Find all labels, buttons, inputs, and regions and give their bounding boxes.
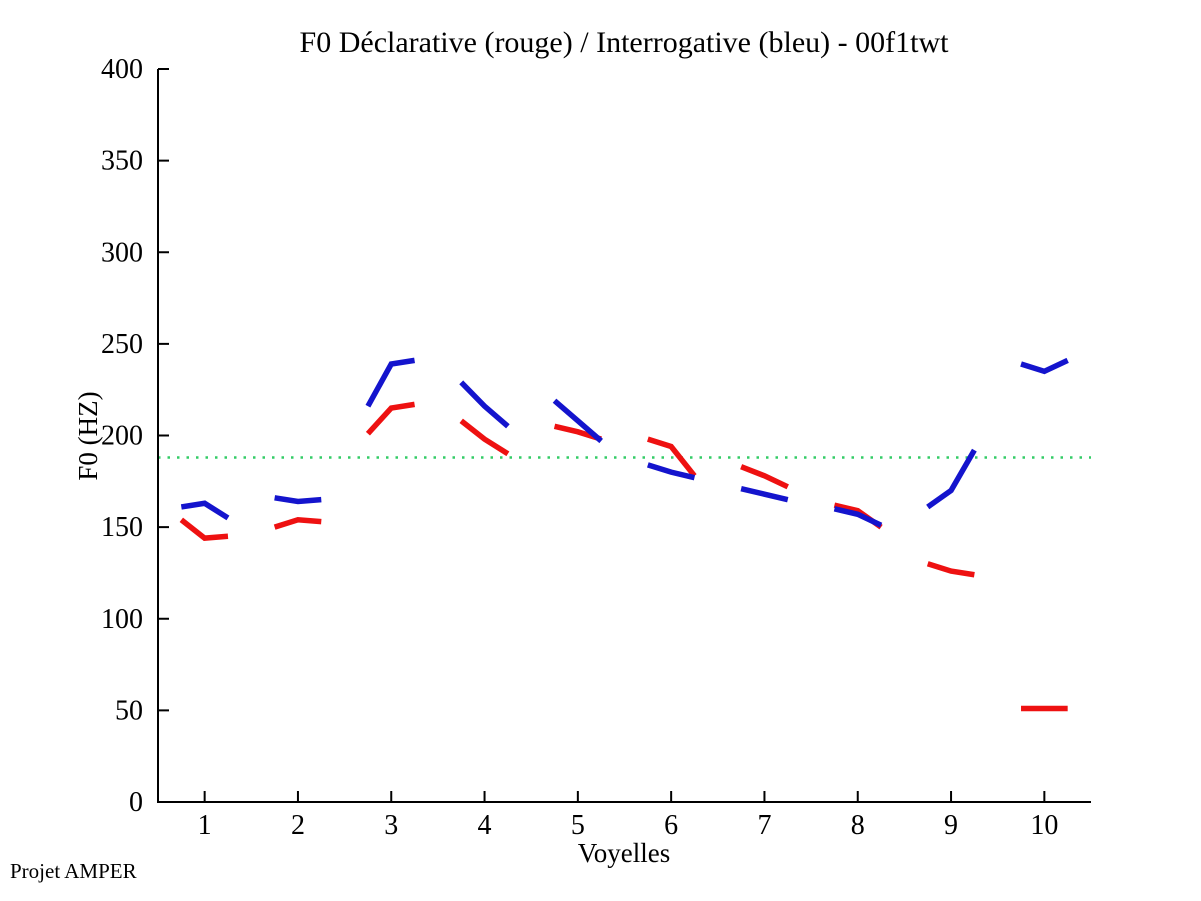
series-interrogative-vowel-6 — [647, 462, 696, 481]
y-tick-label: 0 — [129, 787, 143, 818]
series-declarative-vowel-9 — [926, 561, 975, 578]
series-interrogative-vowel-5 — [552, 398, 603, 444]
series-interrogative-vowel-10 — [1020, 357, 1069, 375]
series-declarative-vowel-3 — [365, 401, 416, 436]
x-tick-label: 6 — [664, 810, 678, 841]
series-interrogative-vowel-4 — [459, 380, 510, 429]
series-interrogative-vowel-2 — [274, 495, 322, 505]
series-declarative-vowel-2 — [273, 517, 322, 530]
series-interrogative-vowel-3 — [365, 357, 416, 408]
x-tick-label: 8 — [851, 810, 865, 841]
series-declarative-vowel-4 — [459, 418, 510, 457]
x-tick-label: 5 — [571, 810, 585, 841]
series-declarative-vowel-6 — [647, 436, 697, 478]
x-tick-label: 3 — [384, 810, 398, 841]
y-tick-label: 400 — [101, 54, 143, 85]
series-interrogative-vowel-1 — [180, 500, 230, 521]
series-interrogative-vowel-7 — [740, 485, 789, 503]
series-interrogative-vowel-9 — [926, 448, 977, 510]
y-tick-label: 250 — [101, 329, 143, 360]
series-declarative-vowel-7 — [740, 464, 789, 490]
x-tick-label: 7 — [757, 810, 771, 841]
y-axis-label: F0 (HZ) — [73, 391, 103, 480]
series-interrogative-vowel-8 — [833, 506, 883, 528]
x-tick-label: 2 — [291, 810, 305, 841]
series-declarative-vowel-1 — [179, 517, 229, 541]
y-tick-label: 50 — [115, 695, 143, 726]
x-tick-label: 4 — [478, 810, 492, 841]
y-tick-label: 200 — [101, 421, 143, 452]
x-tick-label: 10 — [1030, 810, 1058, 841]
chart-title: F0 Déclarative (rouge) / Interrogative (… — [300, 26, 950, 59]
y-tick-label: 300 — [101, 237, 143, 268]
y-tick-label: 350 — [101, 146, 143, 177]
project-watermark: Projet AMPER — [10, 859, 137, 883]
x-tick-label: 1 — [198, 810, 212, 841]
y-tick-label: 150 — [101, 512, 143, 543]
plot-area: 0 50 100 150 200 250 300 350 400 1 2 3 4 5 6 7 8 9 10 — [101, 54, 1091, 841]
x-axis-label: Voyelles — [578, 838, 671, 868]
y-tick-label: 100 — [101, 604, 143, 635]
x-tick-label: 9 — [944, 810, 958, 841]
axes-lines — [157, 69, 1091, 803]
